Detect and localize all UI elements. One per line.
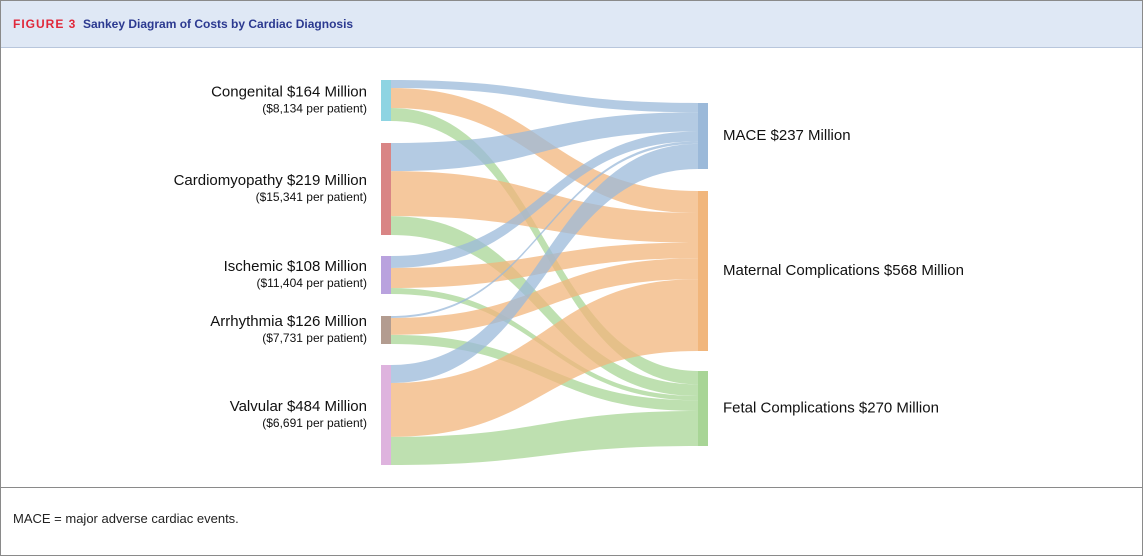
source-label: Ischemic $108 Million (224, 258, 367, 275)
source-label: Arrhythmia $126 Million (210, 313, 367, 330)
flow (391, 108, 698, 385)
source-label: Cardiomyopathy $219 Million (174, 172, 367, 189)
flow (391, 131, 698, 268)
source-sublabel: ($7,731 per patient) (262, 331, 367, 345)
footnote: MACE = major adverse cardiac events. (13, 511, 239, 526)
source-node (381, 143, 391, 235)
target-node (698, 103, 708, 169)
target-label: Fetal Complications $270 Million (723, 399, 939, 416)
separator (1, 487, 1142, 488)
links (391, 80, 698, 465)
figure-title: Sankey Diagram of Costs by Cardiac Diagn… (83, 17, 354, 31)
flow (391, 171, 698, 243)
flow (391, 258, 698, 335)
flow (391, 80, 698, 113)
source-sublabel: ($8,134 per patient) (262, 102, 367, 116)
target-label: MACE $237 Million (723, 127, 851, 144)
source-node (381, 365, 391, 465)
source-node (381, 316, 391, 344)
figure-header: FIGURE 3 Sankey Diagram of Costs by Card… (1, 1, 1142, 48)
flow (391, 141, 698, 318)
source-label: Valvular $484 Million (230, 398, 367, 415)
source-sublabel: ($6,691 per patient) (262, 416, 367, 430)
flow (391, 279, 698, 437)
figure-label: FIGURE 3 (13, 17, 77, 31)
chart: Congenital $164 Million ($8,134 per patie… (174, 80, 964, 465)
source-label: Congenital $164 Million (211, 83, 367, 100)
target-node (698, 371, 708, 446)
flow (391, 112, 698, 172)
source-sublabel: ($15,341 per patient) (256, 190, 367, 204)
flow (391, 143, 698, 383)
source-node (381, 80, 391, 121)
source-sublabel: ($11,404 per patient) (256, 276, 367, 290)
source-node (381, 256, 391, 294)
target-label: Maternal Complications $568 Million (723, 262, 964, 279)
target-node (698, 191, 708, 351)
flow (391, 410, 698, 465)
